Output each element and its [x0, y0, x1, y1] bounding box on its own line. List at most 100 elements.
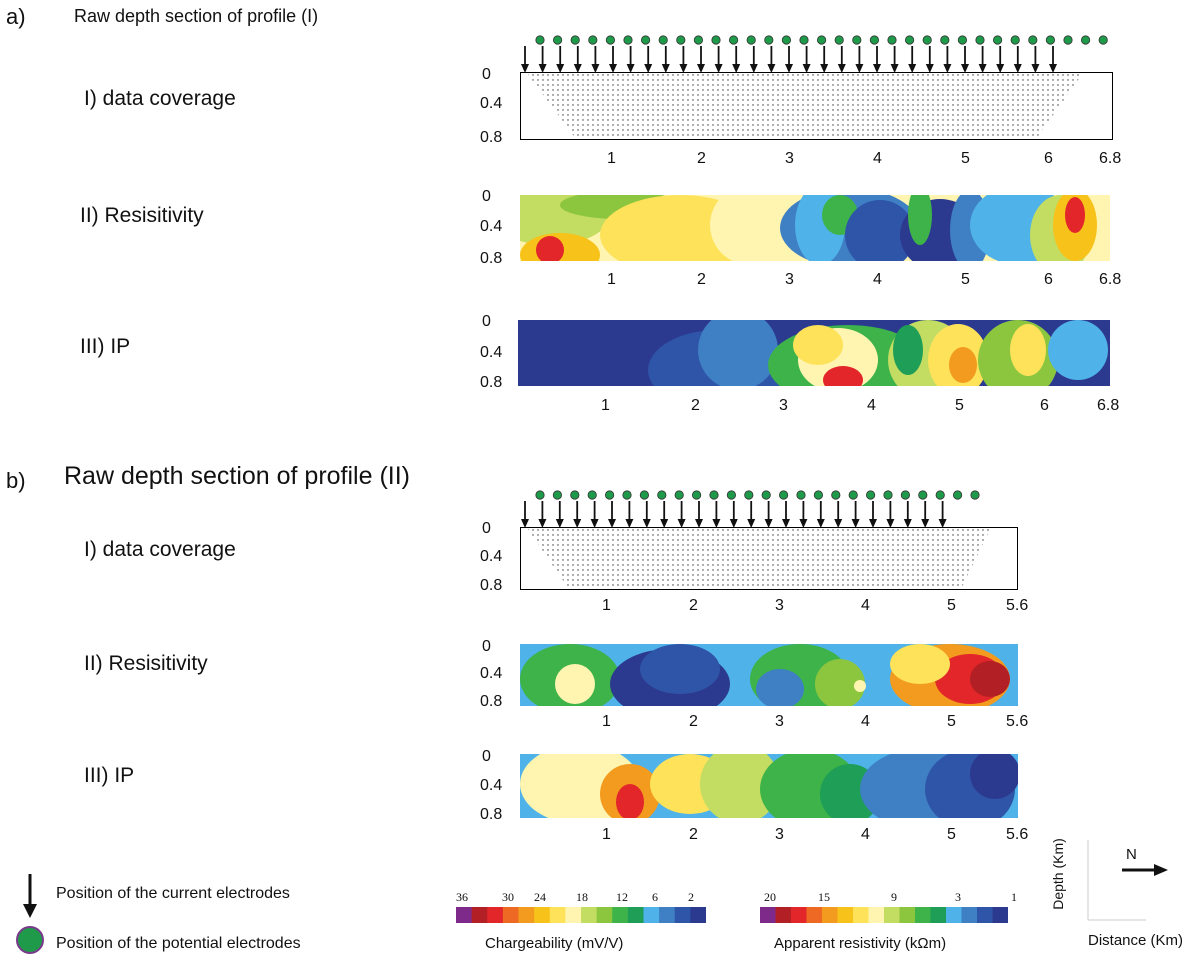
- b2-dist-3: 3: [775, 713, 784, 730]
- current-electrode-arrowhead: [626, 64, 635, 73]
- potential-electrode-dot: [622, 490, 632, 500]
- potential-electrode-dot: [1010, 35, 1020, 45]
- current-electrode-arrowhead: [573, 64, 582, 73]
- potential-electrode-dot: [623, 35, 633, 45]
- colorbar-swatch: [456, 907, 473, 923]
- current-electrode-arrowhead: [608, 519, 616, 528]
- potential-electrode-dot: [535, 490, 545, 500]
- b3-depth-0: 0: [482, 748, 491, 765]
- current-electrode-arrowhead: [820, 64, 829, 73]
- current-electrode-arrowhead: [573, 519, 582, 528]
- a3-depth-08: 0.8: [480, 374, 503, 391]
- anomaly-contour: [970, 661, 1010, 697]
- current-electrode-arrowhead: [732, 64, 741, 73]
- potential-electrode-dot: [587, 490, 597, 500]
- colorbar-swatch: [518, 907, 535, 923]
- b1-depth-0: 0: [482, 520, 491, 537]
- current-electrode-arrowhead: [834, 519, 843, 528]
- potential-electrode-dot: [729, 35, 739, 45]
- potential-electrode-dot: [883, 490, 893, 500]
- anomaly-contour: [756, 669, 804, 706]
- potential-electrode-dot: [865, 490, 876, 500]
- anomaly-contour: [793, 325, 843, 365]
- a2-depth-0: 0: [482, 188, 491, 205]
- potential-electrode-dot: [693, 35, 703, 45]
- potential-electrode-dot: [1045, 35, 1056, 45]
- b1-depth-08: 0.8: [480, 577, 503, 594]
- current-electrode-arrowhead: [851, 519, 860, 528]
- colorbar-swatch: [822, 907, 838, 923]
- current-electrode-arrowhead: [1049, 64, 1057, 73]
- potential-electrode-dot: [535, 35, 545, 45]
- a2-dist-4: 4: [873, 271, 882, 288]
- resistivity-tick-9: 9: [891, 890, 897, 904]
- potential-electrode-dot: [918, 490, 928, 500]
- b3-dist-2: 2: [689, 826, 698, 843]
- current-electrode-arrowhead: [677, 519, 686, 528]
- a3-depth-0: 0: [482, 313, 491, 330]
- current-electrode-arrowhead: [555, 519, 564, 528]
- potential-electrode-dot: [813, 490, 823, 500]
- potential-electrode-dot: [900, 490, 910, 500]
- section-b-letter: b): [6, 468, 26, 493]
- a3-dist-68: 6.8: [1097, 397, 1120, 414]
- section-b-ip-section: [520, 754, 1018, 818]
- anomaly-contour: [823, 366, 863, 386]
- north-label: N: [1126, 846, 1137, 863]
- chargeability-tick-36: 36: [456, 890, 468, 904]
- current-electrode-arrowhead: [644, 64, 653, 73]
- resistivity-colorbar: [760, 907, 1008, 923]
- colorbar-swatch: [977, 907, 993, 923]
- anomaly-contour: [698, 320, 778, 386]
- b1-dist-3: 3: [775, 597, 784, 614]
- current-electrode-arrow-icon: [23, 874, 37, 918]
- a3-dist-6: 6: [1040, 397, 1049, 414]
- a1-depth-08: 0.8: [480, 129, 503, 146]
- b3-dist-1: 1: [602, 826, 611, 843]
- potential-electrode-dot: [639, 490, 649, 500]
- colorbar-swatch: [565, 907, 582, 923]
- potential-electrode-dot: [816, 35, 827, 45]
- current-electrode-arrowhead: [1031, 64, 1040, 73]
- resistivity-tick-15: 15: [818, 890, 830, 904]
- b1-dist-1: 1: [602, 597, 611, 614]
- anomaly-contour: [949, 347, 977, 383]
- section-b-electrodes: [521, 490, 980, 528]
- b2-depth-04: 0.4: [480, 665, 503, 682]
- chargeability-title: Chargeability (mV/V): [485, 935, 624, 952]
- potential-electrode-dot: [552, 35, 563, 45]
- a1-dist-6: 6: [1044, 150, 1053, 167]
- potential-electrode-dot: [1028, 35, 1038, 45]
- potential-electrode-dot: [726, 490, 736, 500]
- current-electrode-arrowhead: [816, 519, 825, 528]
- colorbar-swatch: [791, 907, 807, 923]
- b1-dist-56: 5.6: [1006, 597, 1029, 614]
- anomaly-contour: [536, 236, 564, 261]
- colorbar-swatch: [502, 907, 519, 923]
- current-electrode-arrowhead: [925, 64, 934, 73]
- chargeability-tick-12: 12: [616, 890, 628, 904]
- anomaly-contour: [1010, 324, 1046, 376]
- b2-depth-0: 0: [482, 638, 491, 655]
- anomaly-contour: [616, 784, 644, 818]
- a1-dist-3: 3: [785, 150, 794, 167]
- colorbar-swatch: [549, 907, 566, 923]
- current-electrode-arrowhead: [697, 64, 705, 73]
- a3-dist-2: 2: [691, 397, 700, 414]
- section-b-title: Raw depth section of profile (II): [64, 462, 410, 490]
- current-electrode-arrowhead: [869, 519, 877, 528]
- potential-electrode-dot: [1098, 35, 1108, 45]
- potential-electrode-dot: [711, 35, 721, 45]
- current-electrode-arrowhead: [855, 64, 864, 73]
- a1-depth-0: 0: [482, 66, 491, 83]
- b3-dist-5: 5: [947, 826, 956, 843]
- chargeability-tick-6: 6: [652, 890, 658, 904]
- current-electrode-arrowhead: [642, 519, 651, 528]
- current-electrode-arrowhead: [538, 64, 547, 73]
- section-b-coverage-dots: [527, 528, 991, 589]
- current-electrode-arrowhead: [837, 64, 846, 73]
- potential-electrode-dot: [761, 490, 771, 500]
- current-electrode-arrowhead: [729, 519, 738, 528]
- colorbar-swatch: [627, 907, 644, 923]
- b2-dist-56: 5.6: [1006, 713, 1029, 730]
